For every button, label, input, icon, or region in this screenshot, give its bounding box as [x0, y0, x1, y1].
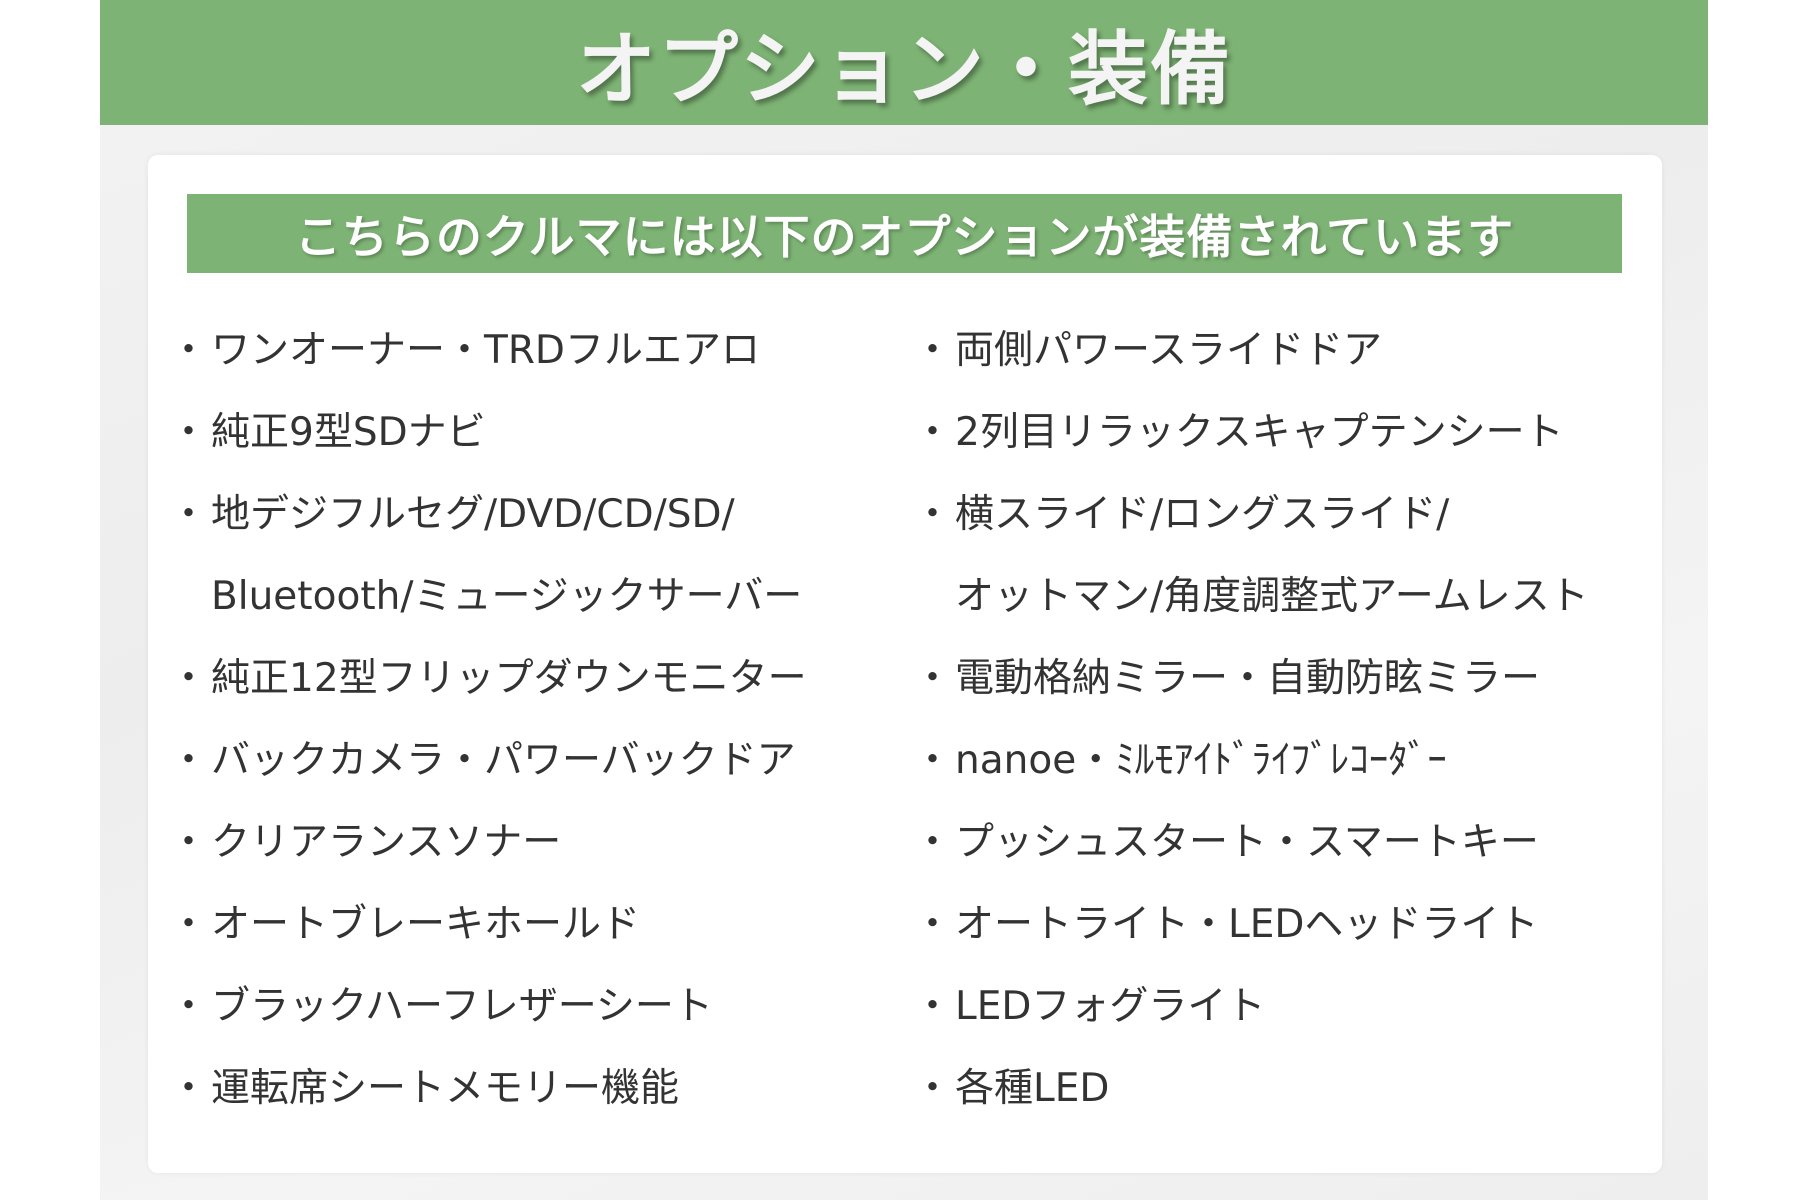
option-text: バックカメラ・パワーバックドア	[211, 738, 796, 783]
option-item: ・運転席シートメモリー機能	[169, 1048, 807, 1130]
option-text: オットマン/角度調整式アームレスト	[955, 574, 1589, 619]
option-text: ブラックハーフレザーシート	[211, 984, 713, 1029]
option-item: ・両側パワースライドドア	[913, 310, 1589, 392]
bullet: ・	[169, 984, 209, 1029]
bullet: ・	[169, 656, 209, 701]
option-text: ワンオーナー・TRDフルエアロ	[211, 328, 760, 373]
options-card: こちらのクルマには以下のオプションが装備されています ・ワンオーナー・TRDフル…	[148, 155, 1662, 1173]
bullet: ・	[913, 656, 953, 701]
bullet: ・	[913, 738, 953, 783]
option-text: 両側パワースライドドア	[955, 328, 1383, 373]
option-text: プッシュスタート・スマートキー	[955, 820, 1539, 865]
option-item: ・各種LED	[913, 1048, 1589, 1130]
subtitle-bar: こちらのクルマには以下のオプションが装備されています	[187, 194, 1622, 273]
bullet	[913, 556, 953, 638]
option-text: LEDフォグライト	[955, 984, 1266, 1029]
bullet: ・	[913, 1066, 953, 1111]
option-item: ・地デジフルセグ/DVD/CD/SD/	[169, 474, 807, 556]
option-text: オートブレーキホールド	[211, 902, 641, 947]
option-text: Bluetooth/ミュージックサーバー	[211, 574, 803, 619]
option-item: ・電動格納ミラー・自動防眩ミラー	[913, 638, 1589, 720]
option-item: ・ 2列目リラックスキャプテンシート	[913, 392, 1589, 474]
bullet: ・	[169, 902, 209, 947]
option-text: 純正9型SDナビ	[211, 410, 486, 455]
option-item: ・プッシュスタート・スマートキー	[913, 802, 1589, 884]
option-text: 純正12型フリップダウンモニター	[211, 656, 807, 701]
option-text: 電動格納ミラー・自動防眩ミラー	[955, 656, 1541, 701]
option-item: ・純正9型SDナビ	[169, 392, 807, 474]
option-text: nanoe・ﾐﾙﾓｱｲﾄﾞﾗｲﾌﾞﾚｺｰﾀﾞｰ	[955, 738, 1447, 783]
option-item: ・オートライト・LEDヘッドライト	[913, 884, 1589, 966]
option-text: オートライト・LEDヘッドライト	[955, 902, 1539, 947]
bullet: ・	[913, 410, 953, 455]
option-item: ・純正12型フリップダウンモニター	[169, 638, 807, 720]
options-list-right: ・両側パワースライドドア・ 2列目リラックスキャプテンシート・横スライド/ロングス…	[913, 310, 1589, 1130]
section-banner: オプション・装備	[100, 0, 1708, 125]
bullet: ・	[169, 410, 209, 455]
option-item: オットマン/角度調整式アームレスト	[913, 556, 1589, 638]
bullet: ・	[913, 902, 953, 947]
option-item: ・バックカメラ・パワーバックドア	[169, 720, 807, 802]
option-text: 各種LED	[955, 1066, 1110, 1111]
bullet: ・	[169, 1066, 209, 1111]
option-text: 2列目リラックスキャプテンシート	[955, 410, 1564, 455]
option-item: ・オートブレーキホールド	[169, 884, 807, 966]
option-item: ・ブラックハーフレザーシート	[169, 966, 807, 1048]
option-item: ・横スライド/ロングスライド/	[913, 474, 1589, 556]
option-item: ・ LEDフォグライト	[913, 966, 1589, 1048]
subtitle: こちらのクルマには以下のオプションが装備されています	[294, 209, 1515, 264]
option-item: ・クリアランスソナー	[169, 802, 807, 884]
bullet: ・	[913, 820, 953, 865]
option-item: Bluetooth/ミュージックサーバー	[169, 556, 807, 638]
bullet: ・	[913, 328, 953, 373]
bullet: ・	[169, 328, 209, 373]
options-list-left: ・ワンオーナー・TRDフルエアロ・純正9型SDナビ・地デジフルセグ/DVD/CD…	[169, 310, 807, 1130]
section-title: オプション・装備	[576, 22, 1232, 116]
option-item: ・ワンオーナー・TRDフルエアロ	[169, 310, 807, 392]
bullet: ・	[169, 492, 209, 537]
option-text: 地デジフルセグ/DVD/CD/SD/	[211, 492, 735, 537]
bullet: ・	[913, 984, 953, 1029]
bullet	[169, 556, 209, 638]
option-text: 横スライド/ロングスライド/	[955, 492, 1450, 537]
option-text: クリアランスソナー	[211, 820, 562, 865]
bullet: ・	[169, 820, 209, 865]
bullet: ・	[913, 492, 953, 537]
option-item: ・ nanoe・ﾐﾙﾓｱｲﾄﾞﾗｲﾌﾞﾚｺｰﾀﾞｰ	[913, 720, 1589, 802]
bullet: ・	[169, 738, 209, 783]
option-text: 運転席シートメモリー機能	[211, 1066, 680, 1111]
